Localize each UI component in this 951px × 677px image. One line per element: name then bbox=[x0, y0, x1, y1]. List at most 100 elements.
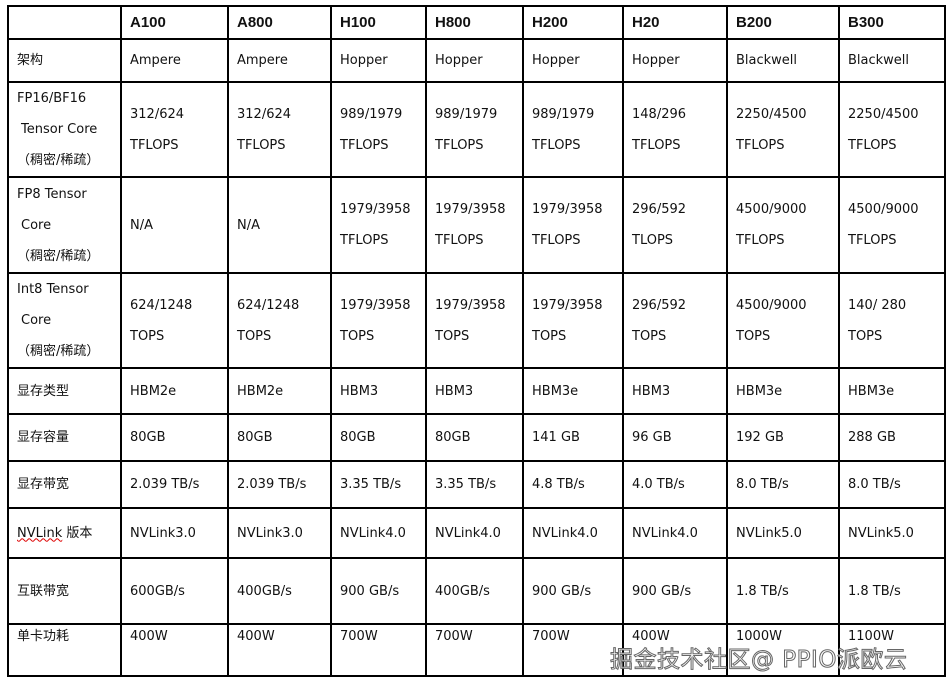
row-label-line: FP8 Tensor bbox=[17, 186, 87, 202]
spec-cell: NVLink4.0 bbox=[522, 507, 624, 559]
cell-line: Hopper bbox=[435, 53, 483, 68]
row-label: 显存类型 bbox=[7, 367, 122, 415]
table-row: 显存带宽 2.039 TB/s 2.039 TB/s 3.35 TB/s 3.35 TB… bbox=[7, 460, 946, 509]
spec-cell: 96 GB bbox=[622, 413, 728, 462]
row-label-line: （稠密/稀疏） bbox=[17, 153, 100, 168]
cell-line: NVLink3.0 bbox=[130, 525, 196, 541]
spec-cell: HBM2e bbox=[227, 367, 332, 415]
cell-line: TOPS bbox=[237, 328, 272, 344]
spec-cell: 700W bbox=[522, 623, 624, 677]
spec-cell: 989/1979 TFLOPS bbox=[522, 81, 624, 178]
spec-cell: 1000W bbox=[726, 623, 840, 677]
cell-line: 989/1979 bbox=[340, 106, 403, 122]
cell-line: TFLOPS bbox=[340, 233, 389, 248]
corner-cell bbox=[7, 5, 122, 40]
cell-line: HBM2e bbox=[237, 383, 284, 399]
spec-cell: 400GB/s bbox=[227, 557, 332, 625]
spec-cell: 4500/9000 TFLOPS bbox=[838, 176, 946, 274]
cell-line: TOPS bbox=[340, 328, 375, 344]
table-row: FP8 Tensor Core （稠密/稀疏） N/A N/A 1979/3958 TFLO… bbox=[7, 176, 946, 274]
cell-line: 96 GB bbox=[632, 430, 672, 445]
cell-line: Hopper bbox=[340, 53, 388, 68]
cell-line: TOPS bbox=[130, 328, 165, 344]
table-row: NVLink 版本 NVLink3.0 NVLink3.0 NVLink4.0 NVLi… bbox=[7, 507, 946, 559]
row-label-line: 单卡功耗 bbox=[17, 629, 70, 644]
spec-cell: NVLink4.0 bbox=[425, 507, 524, 559]
cell-line: TFLOPS bbox=[736, 233, 785, 248]
spec-cell: 989/1979 TFLOPS bbox=[425, 81, 524, 178]
spec-cell: NVLink3.0 bbox=[120, 507, 229, 559]
spec-cell: 80GB bbox=[330, 413, 427, 462]
cell-line: 700W bbox=[340, 629, 378, 644]
cell-line: 400W bbox=[130, 629, 168, 644]
cell-line: 989/1979 bbox=[532, 106, 595, 122]
cell-line: TFLOPS bbox=[632, 137, 681, 153]
cell-line: 2.039 TB/s bbox=[130, 477, 200, 492]
cell-line: 4500/9000 bbox=[736, 297, 807, 313]
cell-line: 3.35 TB/s bbox=[435, 477, 497, 492]
cell-line: 1100W bbox=[848, 629, 894, 644]
spec-cell: 2250/4500 TFLOPS bbox=[838, 81, 946, 178]
cell-line: 312/624 bbox=[237, 106, 292, 122]
cell-line: 141 GB bbox=[532, 430, 580, 445]
spec-cell: 600GB/s bbox=[120, 557, 229, 625]
spec-cell: HBM3e bbox=[838, 367, 946, 415]
cell-line: NVLink4.0 bbox=[532, 525, 598, 541]
spec-cell: 288 GB bbox=[838, 413, 946, 462]
cell-line: 900 GB/s bbox=[532, 583, 592, 599]
spec-cell: 900 GB/s bbox=[330, 557, 427, 625]
spec-cell: 1100W bbox=[838, 623, 946, 677]
spec-cell: 400W bbox=[622, 623, 728, 677]
cell-line: 700W bbox=[435, 629, 473, 644]
spec-cell: Hopper bbox=[522, 38, 624, 83]
spec-cell: 2.039 TB/s bbox=[120, 460, 229, 509]
table-row: FP16/BF16 Tensor Core （稠密/稀疏） 312/624 TFLOPS… bbox=[7, 81, 946, 178]
spec-cell: 1979/3958 TFLOPS bbox=[522, 176, 624, 274]
row-label-line: Core bbox=[21, 313, 52, 328]
cell-line: HBM3 bbox=[435, 383, 474, 399]
spec-cell: 989/1979 TFLOPS bbox=[330, 81, 427, 178]
cell-line: 2250/4500 bbox=[848, 106, 919, 122]
spec-cell: HBM3 bbox=[425, 367, 524, 415]
spec-cell: Hopper bbox=[330, 38, 427, 83]
cell-line: 80GB bbox=[237, 430, 273, 445]
spec-cell: 296/592 TLOPS bbox=[622, 176, 728, 274]
row-label-line: FP16/BF16 bbox=[17, 91, 87, 106]
spec-cell: 624/1248 TOPS bbox=[227, 272, 332, 369]
column-header: H20 bbox=[622, 5, 728, 40]
cell-line: 192 GB bbox=[736, 430, 784, 445]
spec-cell: HBM2e bbox=[120, 367, 229, 415]
row-label-line: Int8 Tensor bbox=[17, 282, 89, 297]
cell-line: 4500/9000 bbox=[736, 202, 807, 217]
cell-line: 8.0 TB/s bbox=[736, 477, 789, 492]
spec-cell: 3.35 TB/s bbox=[330, 460, 427, 509]
spec-cell: 1.8 TB/s bbox=[726, 557, 840, 625]
table-row: 互联带宽 600GB/s 400GB/s 900 GB/s 400GB/s 900 GB/… bbox=[7, 557, 946, 625]
spec-cell: Ampere bbox=[120, 38, 229, 83]
spec-cell: NVLink4.0 bbox=[330, 507, 427, 559]
cell-line: Hopper bbox=[632, 53, 680, 68]
cell-line: 400GB/s bbox=[237, 583, 292, 599]
spec-cell: 624/1248 TOPS bbox=[120, 272, 229, 369]
row-label: 架构 bbox=[7, 38, 122, 83]
column-header: H800 bbox=[425, 5, 524, 40]
cell-line: TFLOPS bbox=[435, 137, 484, 153]
cell-line: Ampere bbox=[237, 53, 288, 68]
row-label: 单卡功耗 bbox=[7, 623, 122, 677]
row-label: 互联带宽 bbox=[7, 557, 122, 625]
cell-line: TFLOPS bbox=[435, 233, 484, 248]
table-row: 架构 Ampere Ampere Hopper Hopper Hopper Hopper Bl… bbox=[7, 38, 946, 83]
row-label-line: 显存容量 bbox=[17, 430, 70, 445]
row-label: FP16/BF16 Tensor Core （稠密/稀疏） bbox=[7, 81, 122, 178]
spec-cell: 1979/3958 TFLOPS bbox=[425, 176, 524, 274]
cell-line: 4.8 TB/s bbox=[532, 477, 585, 492]
cell-line: 80GB bbox=[130, 430, 166, 445]
column-header: H200 bbox=[522, 5, 624, 40]
spec-cell: 4.8 TB/s bbox=[522, 460, 624, 509]
cell-line: N/A bbox=[237, 217, 260, 233]
cell-line: Hopper bbox=[532, 53, 580, 68]
spec-cell: HBM3e bbox=[522, 367, 624, 415]
table-row: 显存容量 80GB 80GB 80GB 80GB 141 GB 96 GB 192 GB 288… bbox=[7, 413, 946, 462]
cell-line: HBM2e bbox=[130, 383, 177, 399]
cell-line: 4500/9000 bbox=[848, 202, 919, 217]
